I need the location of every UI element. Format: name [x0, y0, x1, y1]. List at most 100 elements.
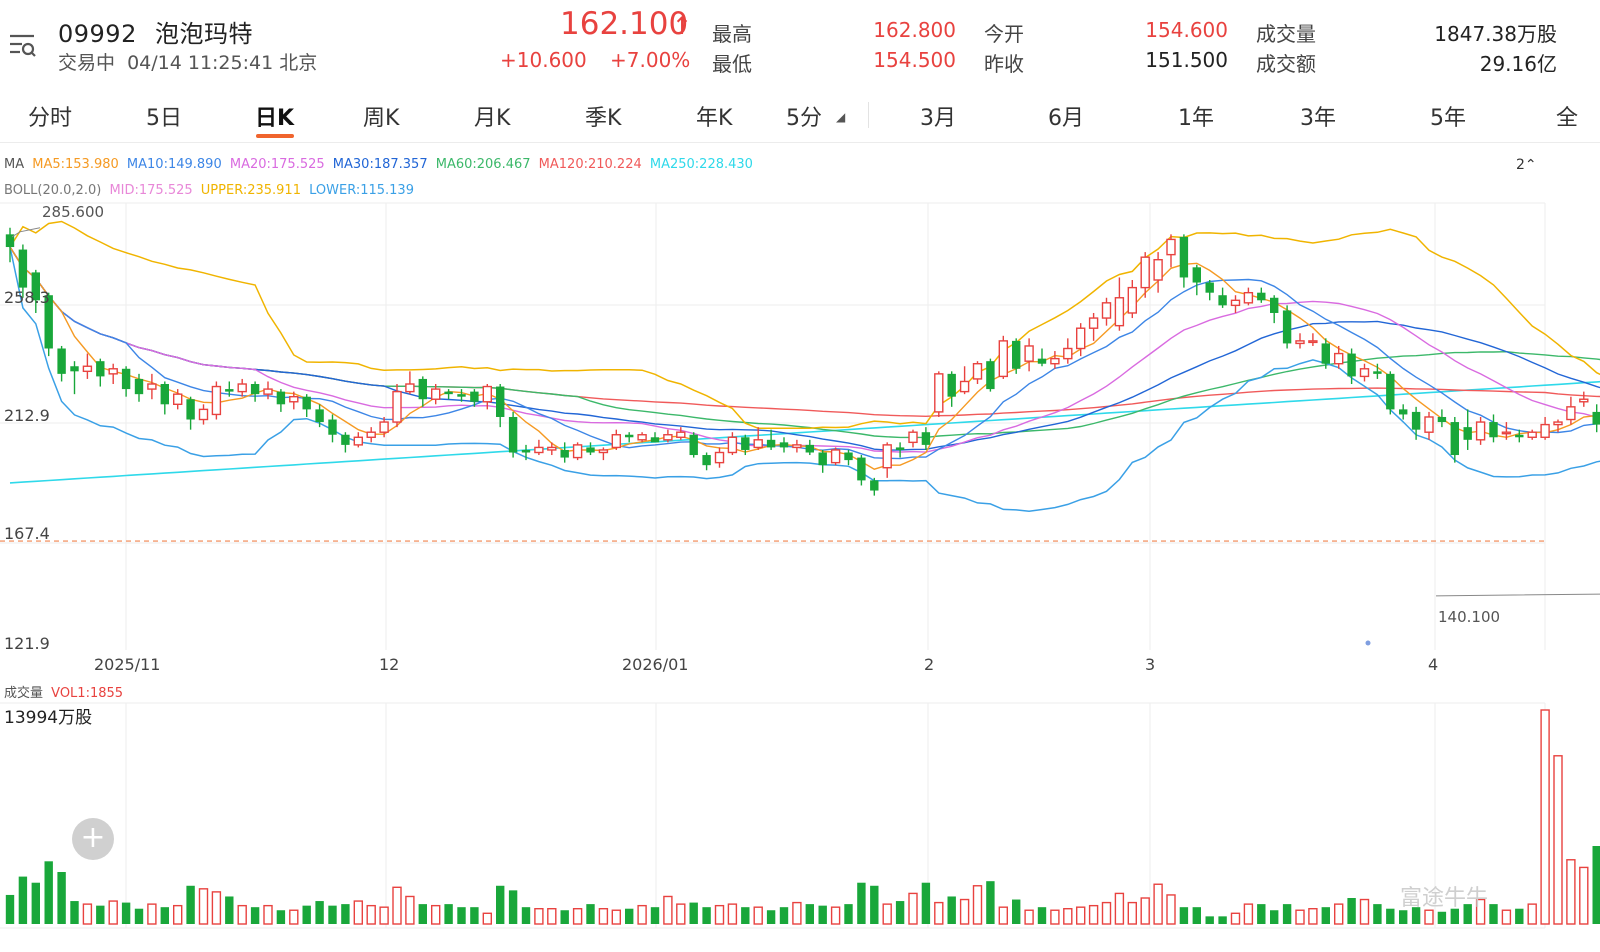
- tab-1year[interactable]: 1年: [1178, 106, 1214, 131]
- candle: [727, 432, 738, 456]
- volume-bar: [1230, 912, 1241, 925]
- candle: [392, 384, 402, 428]
- candlestick-chart[interactable]: [0, 195, 1600, 655]
- menu-search-icon[interactable]: [8, 30, 36, 60]
- volume-bar: [1114, 892, 1125, 925]
- expand-indicators-button[interactable]: 2⌃: [1516, 157, 1537, 173]
- volume-bar: [457, 907, 466, 924]
- x-tick: 2025/11: [94, 655, 161, 674]
- candle: [1321, 338, 1330, 369]
- tab-weekly-k[interactable]: 周K: [363, 106, 400, 131]
- candle: [31, 269, 40, 313]
- candle: [882, 442, 892, 478]
- volume-chart[interactable]: [0, 700, 1600, 930]
- volume-bar: [1140, 897, 1150, 925]
- candle-body: [1475, 421, 1486, 441]
- candle-body: [1553, 421, 1563, 426]
- volume-bar: [1475, 898, 1486, 925]
- candle: [341, 432, 350, 453]
- candle: [1218, 287, 1227, 308]
- candle-body: [637, 434, 647, 441]
- y-tick: 121.9: [4, 634, 50, 653]
- volume-bar: [637, 904, 647, 925]
- tab-all[interactable]: 全: [1556, 106, 1579, 131]
- tab-3year[interactable]: 3年: [1300, 106, 1336, 131]
- volume-bar: [366, 904, 376, 925]
- quote-label-high: 最高: [712, 22, 752, 46]
- event-marker-icon: [1365, 640, 1371, 646]
- volume-bar: [18, 876, 28, 924]
- volume-bar: [1373, 904, 1382, 924]
- boll-legend: BOLL(20.0,2.0) MID:175.525 UPPER:235.911…: [4, 183, 414, 198]
- candle: [1024, 338, 1034, 372]
- candle-body: [663, 434, 673, 441]
- candle-body: [779, 442, 789, 448]
- volume-bar: [1243, 903, 1254, 925]
- tab-6month[interactable]: 6月: [1048, 106, 1084, 131]
- tab-5day[interactable]: 5日: [146, 106, 182, 131]
- candle-body: [611, 434, 621, 449]
- volume-bar: [211, 891, 222, 925]
- candle-body: [727, 436, 738, 454]
- candle-body: [1205, 282, 1214, 293]
- candle-body: [366, 431, 376, 438]
- ma-legend-ma30: MA30:187.357: [332, 157, 428, 172]
- candle: [792, 439, 802, 453]
- candle-body: [392, 390, 402, 423]
- candle: [959, 366, 970, 395]
- candle-body: [431, 388, 441, 400]
- volume-bar: [1489, 904, 1498, 924]
- volume-bar: [547, 908, 557, 925]
- volume-max-label: 13994万股: [4, 708, 93, 728]
- candle: [1347, 348, 1356, 385]
- candle-body: [1540, 423, 1550, 438]
- candle-body: [108, 368, 118, 375]
- tab-5year[interactable]: 5年: [1430, 106, 1466, 131]
- volume-bar: [1450, 908, 1459, 924]
- candle-body: [1321, 343, 1330, 364]
- ma-legend: MA MA5:153.980 MA10:149.890 MA20:175.525…: [4, 157, 753, 172]
- candle-body: [1101, 302, 1112, 319]
- candle: [908, 429, 918, 448]
- volume-bar: [172, 904, 183, 925]
- candle-body: [82, 365, 93, 373]
- candle-body: [1179, 236, 1189, 278]
- tab-daily-k[interactable]: 日K: [255, 106, 295, 131]
- candle: [689, 432, 698, 458]
- candle-body: [1088, 317, 1099, 329]
- candle: [637, 432, 647, 443]
- candle: [650, 432, 660, 443]
- ma5-line: [9, 246, 1600, 470]
- candle-body: [1282, 310, 1292, 344]
- tab-5min[interactable]: 5分: [786, 106, 822, 131]
- candle-body: [714, 451, 725, 464]
- tab-3month[interactable]: 3月: [920, 106, 956, 131]
- candle-body: [276, 391, 286, 405]
- volume-bar: [534, 908, 544, 925]
- candle-body: [1218, 295, 1227, 306]
- low-leader-line: [1435, 593, 1600, 597]
- add-indicator-button[interactable]: +: [72, 818, 114, 860]
- volume-bar: [315, 901, 324, 924]
- candle: [353, 432, 363, 448]
- volume-bar: [753, 906, 763, 925]
- candle: [702, 452, 711, 471]
- volume-bar: [1540, 709, 1550, 925]
- candle: [1257, 287, 1266, 303]
- candle: [1333, 345, 1344, 369]
- volume-bar: [328, 905, 337, 924]
- ma-legend-ma10: MA10:149.890: [126, 157, 222, 172]
- tab-intraday[interactable]: 分时: [28, 106, 73, 131]
- volume-bar: [741, 907, 750, 924]
- volume-bar: [444, 904, 453, 924]
- candle-body: [172, 393, 183, 406]
- candle: [1037, 348, 1047, 367]
- tab-quarterly-k[interactable]: 季K: [585, 106, 622, 131]
- tab-yearly-k[interactable]: 年K: [696, 106, 733, 131]
- tab-monthly-k[interactable]: 月K: [474, 106, 511, 131]
- candle: [457, 389, 466, 402]
- candle-body: [496, 386, 505, 417]
- last-price: 162.100: [560, 6, 689, 42]
- candle-body: [1075, 327, 1086, 350]
- dropdown-caret-icon[interactable]: ◢: [836, 110, 846, 124]
